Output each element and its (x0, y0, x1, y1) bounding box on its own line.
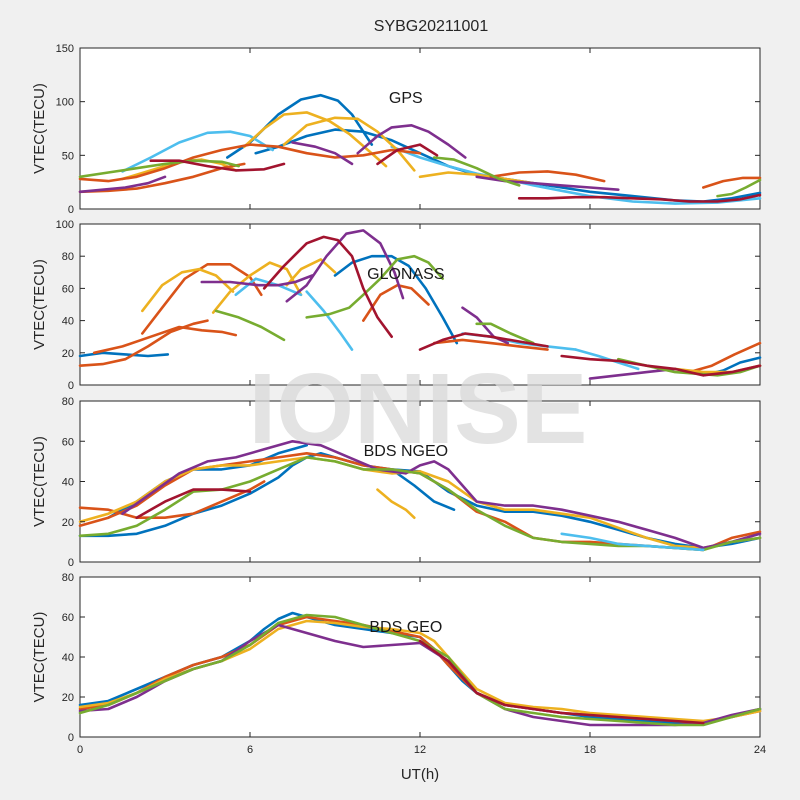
y-axis-label: VTEC(TECU) (31, 259, 48, 350)
x-tick-label: 18 (584, 744, 596, 756)
series-line-8 (121, 440, 762, 550)
subplot-2: 0 20 40 60 80 100 VTEC(TECU) GLONASS (31, 219, 762, 392)
series-line-13 (78, 175, 167, 194)
y-axis-label: VTEC(TECU) (31, 436, 48, 527)
x-tick-label: 24 (754, 744, 766, 756)
series-line-19 (285, 229, 405, 303)
series-line-11 (489, 170, 606, 183)
series-group (78, 440, 762, 552)
x-tick-label: 12 (414, 744, 426, 756)
x-tick-label: 6 (247, 744, 253, 756)
subplot-3: 0 20 40 60 80 VTEC(TECU) BDS NGEO (31, 396, 762, 569)
subplot-4: 0 20 40 60 80 0 6 12 18 24 VTEC(TECU) BDS GEO (31, 572, 766, 756)
y-tick-label: 100 (56, 219, 74, 231)
y-tick-label: 80 (62, 396, 74, 408)
y-tick-label: 20 (62, 692, 74, 704)
series-line-18 (432, 156, 521, 187)
figure-title: SYBG20211001 (374, 18, 489, 35)
series-group (78, 229, 762, 380)
plot-area (79, 576, 761, 738)
series-line-28 (560, 354, 762, 377)
y-tick-label: 0 (68, 380, 74, 392)
plot-area (79, 223, 761, 386)
y-tick-label: 50 (62, 150, 74, 162)
y-tick-label: 20 (62, 517, 74, 529)
series-group (78, 93, 762, 205)
series-line-11 (135, 488, 252, 519)
series-line-23 (305, 254, 444, 319)
series-line-3 (390, 468, 456, 511)
series-line-4 (78, 319, 209, 367)
series-line-9 (687, 341, 762, 374)
y-tick-label: 0 (68, 557, 74, 569)
series-line-7 (376, 488, 416, 519)
series-line-14 (291, 141, 354, 166)
y-tick-label: 60 (62, 436, 74, 448)
y-tick-label: 40 (62, 652, 74, 664)
panel-annotation: GLONASS (367, 266, 444, 283)
y-tick-label: 100 (56, 97, 74, 109)
series-line-6 (78, 456, 762, 550)
series-line-22 (517, 193, 762, 203)
series-line-15 (356, 124, 467, 159)
series-line-7 (362, 283, 430, 322)
y-axis-label: VTEC(TECU) (31, 83, 48, 174)
series-line-2 (333, 254, 459, 345)
series-line-20 (461, 306, 510, 345)
y-tick-label: 40 (62, 316, 74, 328)
series-line-17 (78, 159, 240, 179)
x-axis-label: UT(h) (401, 766, 439, 783)
y-tick-label: 0 (68, 204, 74, 216)
series-line-27 (418, 332, 549, 351)
series-line-21 (376, 143, 439, 166)
panel-annotation: BDS GEO (369, 619, 442, 636)
series-line-14 (234, 277, 303, 297)
series-line-19 (716, 178, 762, 198)
panel-annotation: BDS NGEO (364, 443, 448, 460)
series-line-10 (560, 532, 705, 552)
series-line-4 (390, 145, 762, 205)
series-line-26 (262, 235, 393, 338)
watermark-text: IONISE (249, 353, 588, 465)
series-line-11 (211, 261, 303, 314)
y-tick-label: 40 (62, 477, 74, 489)
y-tick-label: 150 (56, 43, 74, 55)
series-line-3 (121, 130, 274, 173)
panel-annotation: GPS (389, 90, 423, 107)
y-axis-label: VTEC(TECU) (31, 612, 48, 703)
series-line-6 (418, 639, 705, 725)
series-line-21 (588, 367, 677, 380)
y-tick-label: 80 (62, 572, 74, 584)
series-line-12 (285, 258, 337, 287)
x-tick-label: 0 (77, 744, 83, 756)
y-tick-label: 80 (62, 251, 74, 263)
y-tick-label: 60 (62, 283, 74, 295)
subplot-1: 0 50 100 150 VTEC(TECU) GPS (31, 43, 762, 216)
y-tick-label: 0 (68, 732, 74, 744)
series-line-6 (243, 111, 388, 168)
y-tick-label: 20 (62, 348, 74, 360)
series-line-20 (149, 159, 286, 172)
series-line-9 (78, 143, 422, 183)
series-line-22 (214, 309, 286, 342)
series-line-8 (432, 338, 549, 351)
series-line-8 (418, 171, 535, 185)
series-group (78, 611, 762, 727)
series-line-10 (141, 267, 235, 313)
series-line-12 (702, 176, 762, 189)
y-tick-label: 60 (62, 612, 74, 624)
series-line-6 (92, 325, 238, 355)
series-line-24 (475, 322, 535, 345)
series-line-15 (305, 290, 354, 351)
